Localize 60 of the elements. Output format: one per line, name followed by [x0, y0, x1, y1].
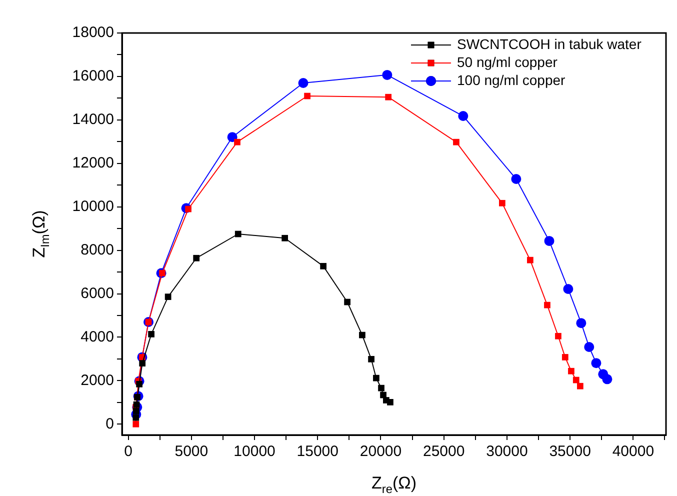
x-tick-label: 5000	[174, 443, 208, 460]
point	[373, 374, 380, 382]
x-tick-label: 30000	[486, 443, 528, 460]
point	[458, 111, 468, 122]
point	[298, 78, 308, 88]
point	[572, 376, 580, 384]
point	[382, 70, 392, 80]
x-tick-label: 35000	[549, 443, 591, 460]
x-tick-label: 0	[124, 443, 132, 460]
point	[576, 318, 586, 328]
point	[555, 332, 562, 340]
y-tick-label: 8000	[80, 241, 114, 258]
point	[193, 254, 200, 262]
x-tick-label: 20000	[360, 443, 402, 460]
y-tick-label: 16000	[72, 68, 114, 85]
point	[576, 382, 584, 390]
y-tick-label: 14000	[72, 111, 114, 128]
y-tick-label: 2000	[80, 372, 114, 389]
point	[584, 342, 594, 352]
point	[359, 332, 366, 338]
point	[227, 132, 238, 142]
x-tick-label: 15000	[296, 443, 338, 460]
point	[378, 384, 384, 392]
y-tick-label: 12000	[72, 154, 114, 172]
legend-label: SWCNTCOOH in tabuk water	[457, 36, 642, 52]
point	[385, 94, 392, 100]
point	[544, 302, 550, 308]
point	[344, 298, 350, 306]
point	[562, 354, 568, 360]
point	[304, 92, 310, 100]
point	[498, 200, 506, 206]
point	[282, 234, 288, 242]
point	[320, 262, 326, 270]
point	[148, 330, 154, 338]
point	[132, 420, 140, 428]
y-tick-label: 4000	[80, 328, 114, 346]
point	[234, 230, 242, 238]
y-tick-label: 0	[106, 415, 114, 432]
y-tick-label: 10000	[72, 198, 114, 215]
y-tick-label: 18000	[72, 24, 114, 42]
point	[602, 374, 612, 384]
point	[527, 256, 534, 264]
point	[387, 399, 394, 406]
legend-label: 50 ng/ml copper	[457, 54, 558, 70]
point	[164, 294, 172, 300]
point	[139, 360, 146, 366]
point	[563, 284, 574, 294]
x-tick-label: 25000	[422, 443, 465, 460]
point	[544, 236, 554, 246]
legend-label: 100 ng/ml copper	[457, 72, 566, 88]
point	[368, 356, 374, 362]
point	[511, 174, 522, 184]
x-tick-label: 10000	[234, 443, 276, 460]
y-tick-label: 6000	[80, 284, 114, 302]
point	[234, 138, 240, 146]
y-axis-title: ZIm(Ω)	[30, 210, 52, 258]
point	[591, 358, 602, 368]
point	[453, 138, 460, 146]
x-tick-label: 40000	[612, 443, 654, 460]
point	[568, 368, 574, 374]
